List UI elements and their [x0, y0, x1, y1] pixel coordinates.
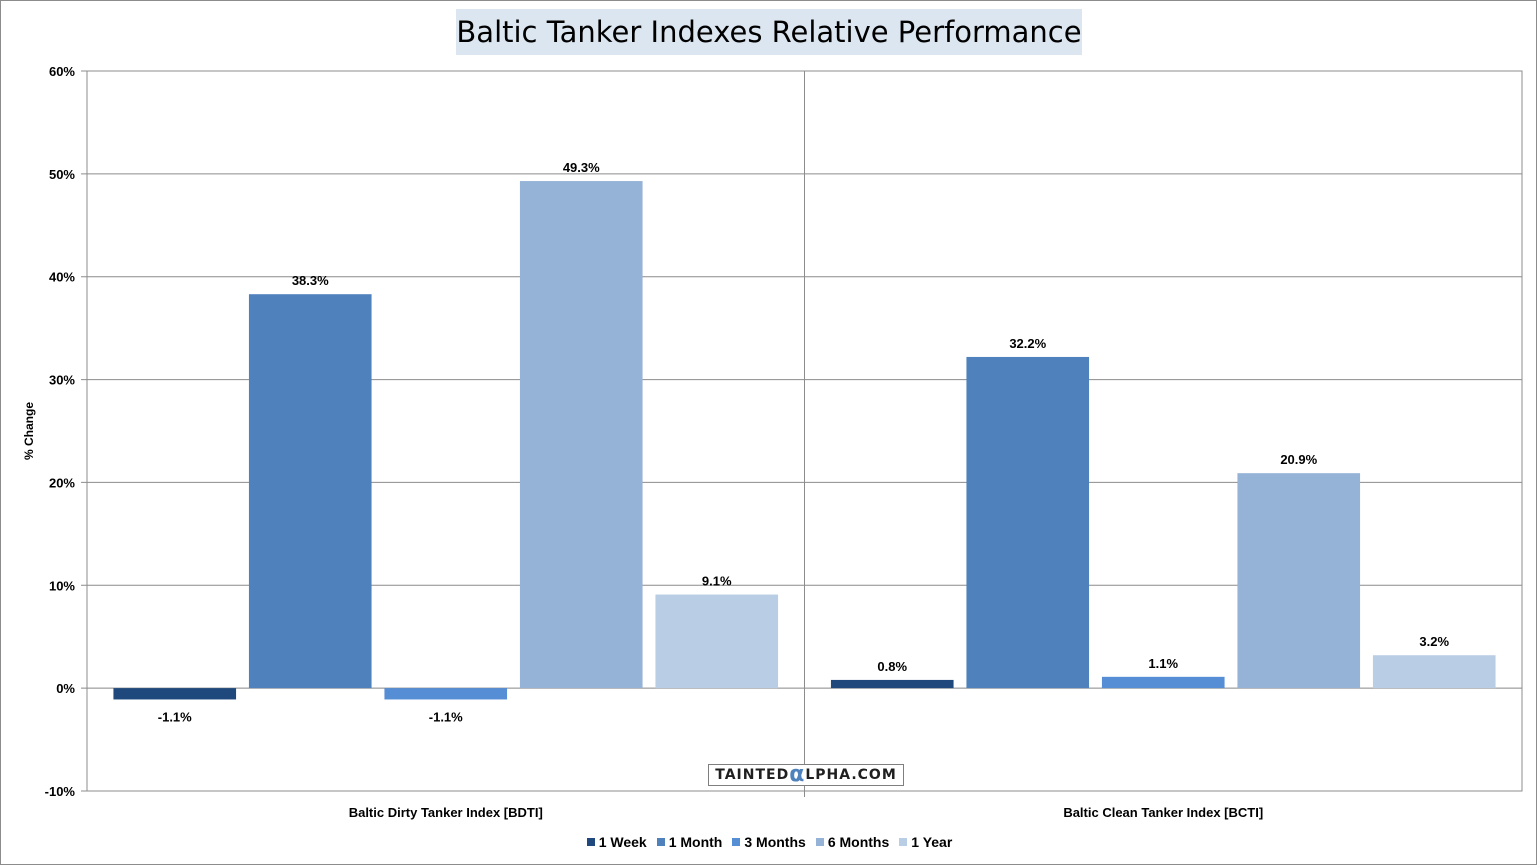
data-label: -1.1% — [158, 709, 192, 724]
legend-item: 3 Months — [732, 834, 806, 850]
legend-label: 1 Month — [668, 834, 723, 850]
bar — [830, 679, 954, 689]
legend-swatch — [656, 838, 665, 846]
y-tick-label: 60% — [49, 64, 75, 79]
legend-swatch — [586, 838, 595, 846]
legend-label: 1 Year — [911, 834, 953, 850]
bar — [248, 294, 372, 689]
data-label: 32.2% — [1009, 336, 1046, 351]
bar — [384, 688, 508, 700]
legend-item: 6 Months — [815, 834, 890, 850]
y-tick-label: 0% — [56, 681, 75, 696]
watermark-suffix: LPHA.COM — [805, 767, 897, 783]
legend: 1 Week 1 Month 3 Months 6 Months 1 Year — [1, 834, 1537, 850]
chart-title: Baltic Tanker Indexes Relative Performan… — [456, 9, 1082, 55]
legend-label: 3 Months — [744, 834, 806, 850]
bar — [1372, 655, 1496, 689]
legend-label: 6 Months — [827, 834, 890, 850]
y-tick-label: 20% — [49, 475, 75, 490]
legend-item: 1 Year — [899, 834, 952, 850]
x-tick-label: Baltic Dirty Tanker Index [BDTI] — [349, 805, 543, 820]
data-label: -1.1% — [429, 709, 463, 724]
data-label: 1.1% — [1148, 656, 1178, 671]
legend-label: 1 Week — [598, 834, 647, 850]
data-label: 49.3% — [563, 160, 600, 175]
x-tick-label: Baltic Clean Tanker Index [BCTI] — [1063, 805, 1263, 820]
data-label: 9.1% — [702, 574, 732, 589]
data-label: 3.2% — [1419, 634, 1449, 649]
y-tick-label: 50% — [49, 167, 75, 182]
y-tick-label: -10% — [45, 784, 76, 799]
y-axis-title: % Change — [22, 401, 36, 461]
legend-swatch — [732, 838, 741, 846]
data-label: 38.3% — [292, 273, 329, 288]
legend-item: 1 Month — [656, 834, 723, 850]
alpha-icon: α — [789, 762, 806, 787]
bar — [113, 688, 237, 700]
bar — [966, 356, 1090, 689]
y-tick-label: 30% — [49, 373, 75, 388]
data-label: 20.9% — [1280, 452, 1317, 467]
data-label: 0.8% — [877, 659, 907, 674]
y-tick-label: 10% — [49, 578, 75, 593]
legend-swatch — [899, 838, 908, 846]
legend-swatch — [815, 838, 824, 846]
legend-item: 1 Week — [586, 834, 647, 850]
y-tick-label: 40% — [49, 270, 75, 285]
bar — [519, 181, 643, 689]
bar — [1237, 473, 1361, 689]
bar — [1101, 676, 1225, 689]
watermark-logo: TAINTEDαLPHA.COM — [708, 764, 904, 786]
watermark-prefix: TAINTED — [715, 767, 790, 783]
bar — [655, 594, 779, 689]
